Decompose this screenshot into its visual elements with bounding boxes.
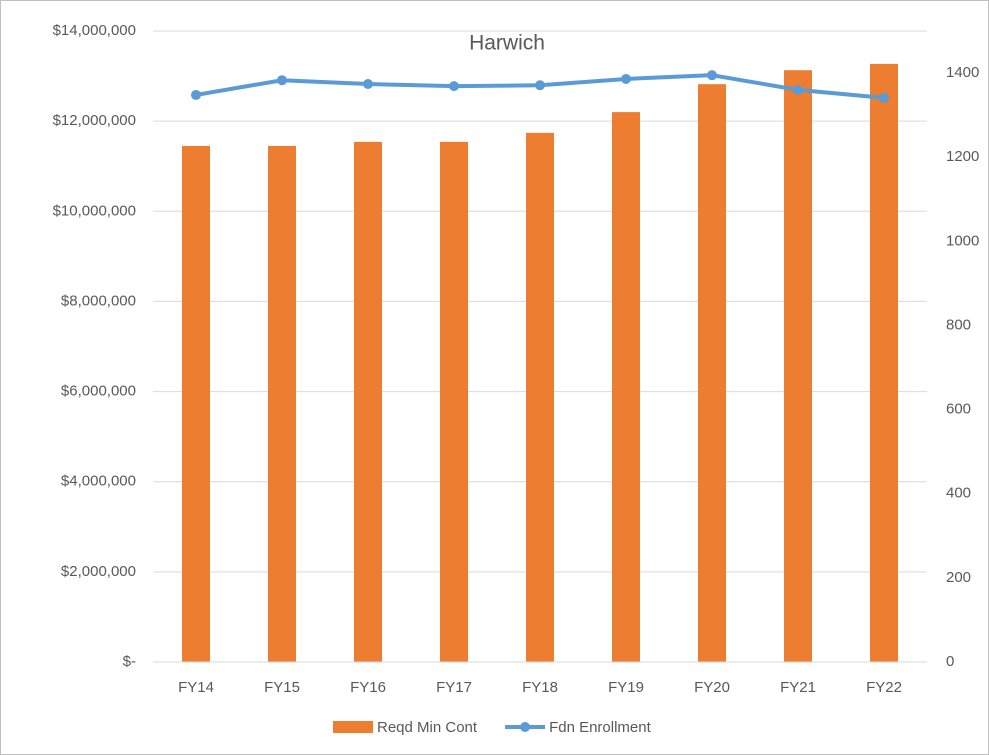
x-tick-label: FY16 [350, 679, 386, 696]
legend-swatch [333, 721, 373, 733]
bar [784, 70, 812, 662]
y-tick-label: $10,000,000 [53, 202, 136, 219]
legend-label: Reqd Min Cont [377, 719, 478, 736]
x-tick-label: FY15 [264, 679, 300, 696]
line-point [535, 80, 545, 91]
x-tick-label: FY19 [608, 679, 644, 696]
y-tick-label: $- [123, 653, 136, 670]
y-tick-label: $8,000,000 [61, 292, 136, 309]
bar [182, 145, 210, 663]
bar [268, 145, 296, 663]
y2-tick-label: 200 [946, 569, 971, 586]
y-tick-label: $2,000,000 [61, 563, 136, 580]
legend-swatch [520, 722, 531, 732]
x-tick-label: FY18 [522, 679, 558, 696]
y2-tick-label: 1400 [946, 64, 979, 81]
y-tick-label: $14,000,000 [53, 22, 136, 39]
x-tick-label: FY14 [178, 679, 214, 696]
y-tick-label: $4,000,000 [61, 473, 136, 490]
line-point [277, 75, 287, 86]
line-point [363, 79, 373, 90]
x-tick-label: FY17 [436, 679, 472, 696]
y2-tick-label: 1200 [946, 148, 979, 165]
legend-label: Fdn Enrollment [549, 719, 652, 736]
line-point [191, 89, 201, 100]
bar [354, 141, 382, 662]
bar [440, 141, 468, 662]
y2-tick-label: 400 [946, 485, 971, 502]
line-point [449, 81, 459, 92]
y-tick-label: $12,000,000 [53, 112, 136, 129]
y2-tick-label: 600 [946, 401, 971, 418]
y2-tick-label: 1000 [946, 232, 979, 249]
bar [526, 132, 554, 662]
line-point [879, 92, 889, 103]
y-tick-label: $6,000,000 [61, 383, 136, 400]
x-tick-label: FY20 [694, 679, 730, 696]
x-tick-label: FY22 [866, 679, 902, 696]
line-point [707, 70, 717, 81]
line-point [621, 73, 631, 84]
bar [612, 112, 640, 663]
y2-tick-label: 0 [946, 653, 954, 670]
bar [870, 63, 898, 662]
bar [698, 84, 726, 663]
x-tick-label: FY21 [780, 679, 816, 696]
line-point [793, 84, 803, 95]
chart-title: Harwich [469, 32, 545, 55]
y2-tick-label: 800 [946, 316, 971, 333]
